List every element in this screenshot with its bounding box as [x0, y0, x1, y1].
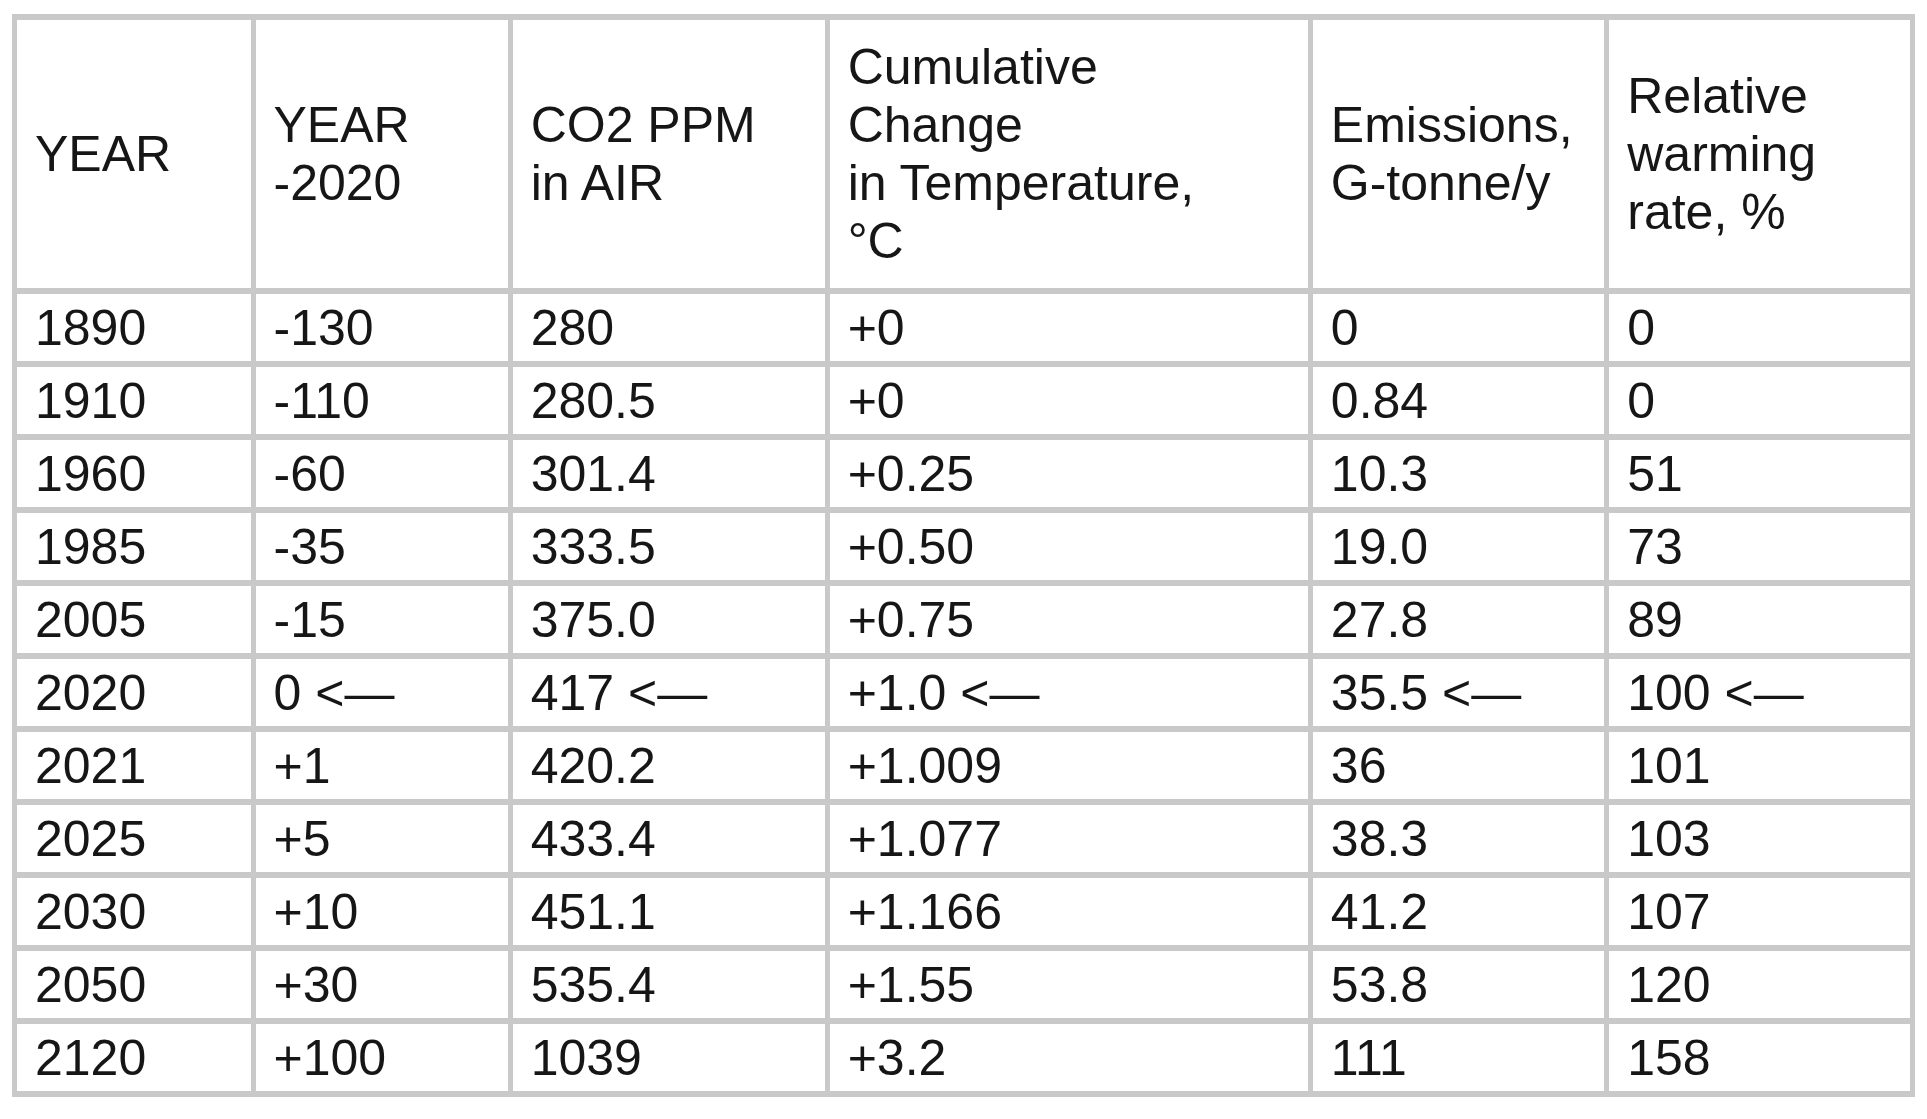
cell-cumulative-temp: +1.55: [830, 951, 1308, 1018]
table-row: 2005 -15 375.0 +0.75 27.8 89: [17, 586, 1910, 653]
cell-emissions: 36: [1313, 732, 1604, 799]
cell-relative-warming: 0: [1609, 294, 1910, 361]
cell-co2-ppm: 417 <—: [513, 659, 825, 726]
cell-year: 1985: [17, 513, 251, 580]
cell-year: 2030: [17, 878, 251, 945]
table-row: 1910 -110 280.5 +0 0.84 0: [17, 367, 1910, 434]
cell-year: 2050: [17, 951, 251, 1018]
table-body: 1890 -130 280 +0 0 0 1910 -110 280.5 +0 …: [17, 294, 1910, 1091]
cell-cumulative-temp: +1.077: [830, 805, 1308, 872]
table-row: 1890 -130 280 +0 0 0: [17, 294, 1910, 361]
cell-emissions: 19.0: [1313, 513, 1604, 580]
cell-year-minus-2020: -110: [256, 367, 508, 434]
cell-relative-warming: 120: [1609, 951, 1910, 1018]
cell-year: 2021: [17, 732, 251, 799]
cell-relative-warming: 158: [1609, 1024, 1910, 1091]
column-header-year-minus-2020: YEAR -2020: [256, 20, 508, 288]
header-row: YEAR YEAR -2020 CO2 PPM in AIR Cumulativ…: [17, 20, 1910, 288]
cell-year-minus-2020: -60: [256, 440, 508, 507]
table-row: 2120 +100 1039 +3.2 111 158: [17, 1024, 1910, 1091]
cell-cumulative-temp: +1.009: [830, 732, 1308, 799]
cell-year-minus-2020: -35: [256, 513, 508, 580]
cell-emissions: 0: [1313, 294, 1604, 361]
cell-cumulative-temp: +1.166: [830, 878, 1308, 945]
cell-co2-ppm: 433.4: [513, 805, 825, 872]
cell-cumulative-temp: +0: [830, 367, 1308, 434]
cell-cumulative-temp: +0.50: [830, 513, 1308, 580]
cell-year: 1890: [17, 294, 251, 361]
cell-year: 2020: [17, 659, 251, 726]
column-header-relative-warming: Relative warming rate, %: [1609, 20, 1910, 288]
cell-year: 2005: [17, 586, 251, 653]
cell-co2-ppm: 375.0: [513, 586, 825, 653]
table-row: 2030 +10 451.1 +1.166 41.2 107: [17, 878, 1910, 945]
cell-emissions: 111: [1313, 1024, 1604, 1091]
table-row: 1960 -60 301.4 +0.25 10.3 51: [17, 440, 1910, 507]
cell-year: 1910: [17, 367, 251, 434]
cell-year-minus-2020: +30: [256, 951, 508, 1018]
cell-emissions: 53.8: [1313, 951, 1604, 1018]
cell-year: 2120: [17, 1024, 251, 1091]
cell-co2-ppm: 420.2: [513, 732, 825, 799]
cell-emissions: 10.3: [1313, 440, 1604, 507]
cell-relative-warming: 101: [1609, 732, 1910, 799]
cell-cumulative-temp: +1.0 <—: [830, 659, 1308, 726]
cell-co2-ppm: 280: [513, 294, 825, 361]
cell-co2-ppm: 301.4: [513, 440, 825, 507]
cell-year-minus-2020: -15: [256, 586, 508, 653]
cell-relative-warming: 103: [1609, 805, 1910, 872]
column-header-cumulative-temp: Cumulative Change in Temperature, °C: [830, 20, 1308, 288]
column-header-year: YEAR: [17, 20, 251, 288]
table-row: 2020 0 <— 417 <— +1.0 <— 35.5 <— 100 <—: [17, 659, 1910, 726]
cell-emissions: 41.2: [1313, 878, 1604, 945]
cell-year-minus-2020: +1: [256, 732, 508, 799]
cell-cumulative-temp: +0.25: [830, 440, 1308, 507]
cell-year: 1960: [17, 440, 251, 507]
cell-year-minus-2020: +10: [256, 878, 508, 945]
cell-co2-ppm: 535.4: [513, 951, 825, 1018]
table-row: 2021 +1 420.2 +1.009 36 101: [17, 732, 1910, 799]
cell-relative-warming: 100 <—: [1609, 659, 1910, 726]
cell-co2-ppm: 280.5: [513, 367, 825, 434]
cell-relative-warming: 51: [1609, 440, 1910, 507]
table-row: 2050 +30 535.4 +1.55 53.8 120: [17, 951, 1910, 1018]
cell-cumulative-temp: +0: [830, 294, 1308, 361]
cell-co2-ppm: 333.5: [513, 513, 825, 580]
table-row: 1985 -35 333.5 +0.50 19.0 73: [17, 513, 1910, 580]
cell-year-minus-2020: 0 <—: [256, 659, 508, 726]
page: YEAR YEAR -2020 CO2 PPM in AIR Cumulativ…: [0, 0, 1927, 1119]
cell-emissions: 38.3: [1313, 805, 1604, 872]
cell-relative-warming: 107: [1609, 878, 1910, 945]
cell-emissions: 27.8: [1313, 586, 1604, 653]
cell-cumulative-temp: +3.2: [830, 1024, 1308, 1091]
cell-cumulative-temp: +0.75: [830, 586, 1308, 653]
climate-data-table: YEAR YEAR -2020 CO2 PPM in AIR Cumulativ…: [12, 14, 1915, 1097]
column-header-co2-ppm: CO2 PPM in AIR: [513, 20, 825, 288]
cell-year-minus-2020: +100: [256, 1024, 508, 1091]
cell-relative-warming: 89: [1609, 586, 1910, 653]
cell-year-minus-2020: -130: [256, 294, 508, 361]
table-header: YEAR YEAR -2020 CO2 PPM in AIR Cumulativ…: [17, 20, 1910, 288]
cell-year: 2025: [17, 805, 251, 872]
cell-relative-warming: 0: [1609, 367, 1910, 434]
cell-emissions: 0.84: [1313, 367, 1604, 434]
table-row: 2025 +5 433.4 +1.077 38.3 103: [17, 805, 1910, 872]
column-header-emissions: Emissions, G-tonne/y: [1313, 20, 1604, 288]
cell-co2-ppm: 451.1: [513, 878, 825, 945]
cell-year-minus-2020: +5: [256, 805, 508, 872]
cell-relative-warming: 73: [1609, 513, 1910, 580]
cell-co2-ppm: 1039: [513, 1024, 825, 1091]
cell-emissions: 35.5 <—: [1313, 659, 1604, 726]
